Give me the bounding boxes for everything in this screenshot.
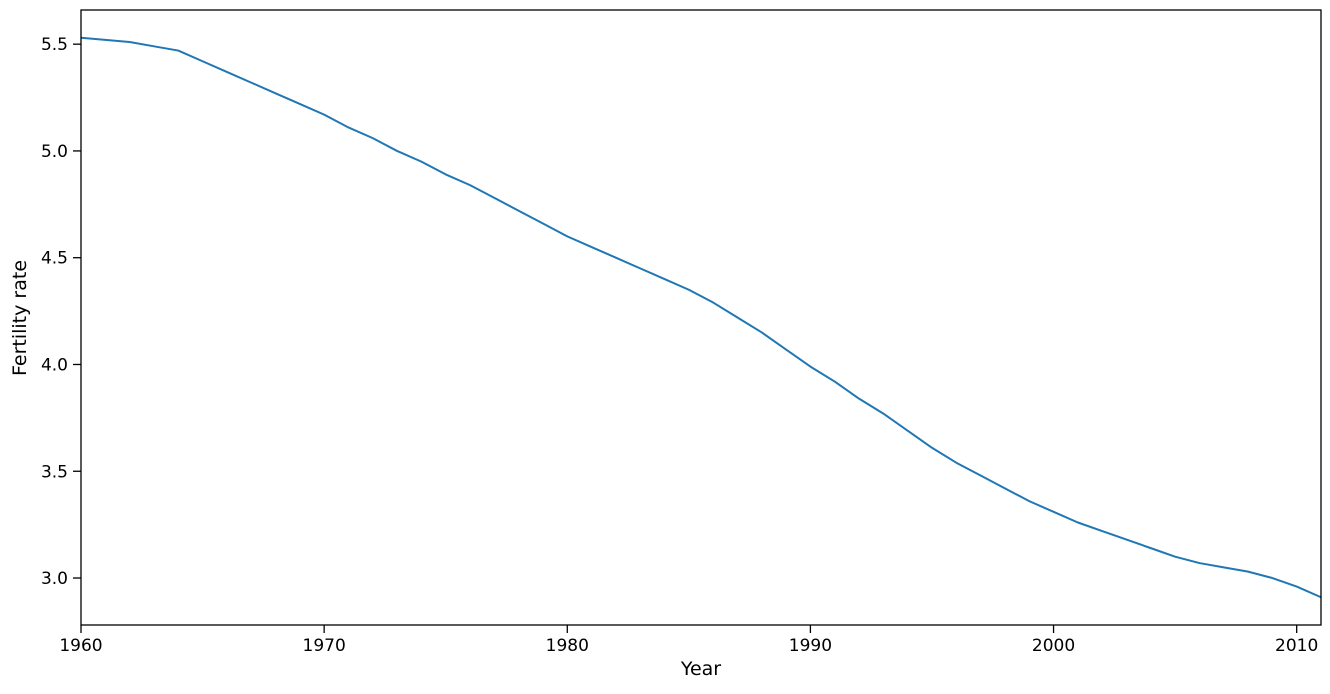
x-tick-label: 1990 (789, 636, 832, 656)
x-tick-label: 2010 (1275, 636, 1318, 656)
y-tick-label: 3.5 (41, 462, 68, 482)
x-tick-label: 2000 (1032, 636, 1075, 656)
data-series (80, 36, 1322, 599)
y-axis-label: Fertility rate (9, 260, 31, 376)
x-axis-label: Year (680, 658, 721, 680)
y-tick-label: 5.0 (41, 142, 68, 162)
y-tick-label: 3.0 (41, 569, 68, 589)
axes-spines (80, 9, 1322, 626)
fertility-rate-line (80, 36, 1322, 599)
x-tick-label: 1970 (303, 636, 346, 656)
y-axis-ticks: 3.0 3.5 4.0 4.5 5.0 5.5 (41, 35, 81, 589)
y-tick-label: 4.5 (41, 249, 68, 269)
x-tick-label: 1980 (546, 636, 589, 656)
plot-background-rect (81, 10, 1321, 625)
y-tick-label: 5.5 (41, 35, 68, 55)
y-tick-label: 4.0 (41, 355, 68, 375)
x-tick-label: 1960 (59, 636, 102, 656)
x-axis-ticks: 1960 1970 1980 1990 2000 2010 (59, 625, 1318, 656)
plot-area (81, 10, 1321, 625)
